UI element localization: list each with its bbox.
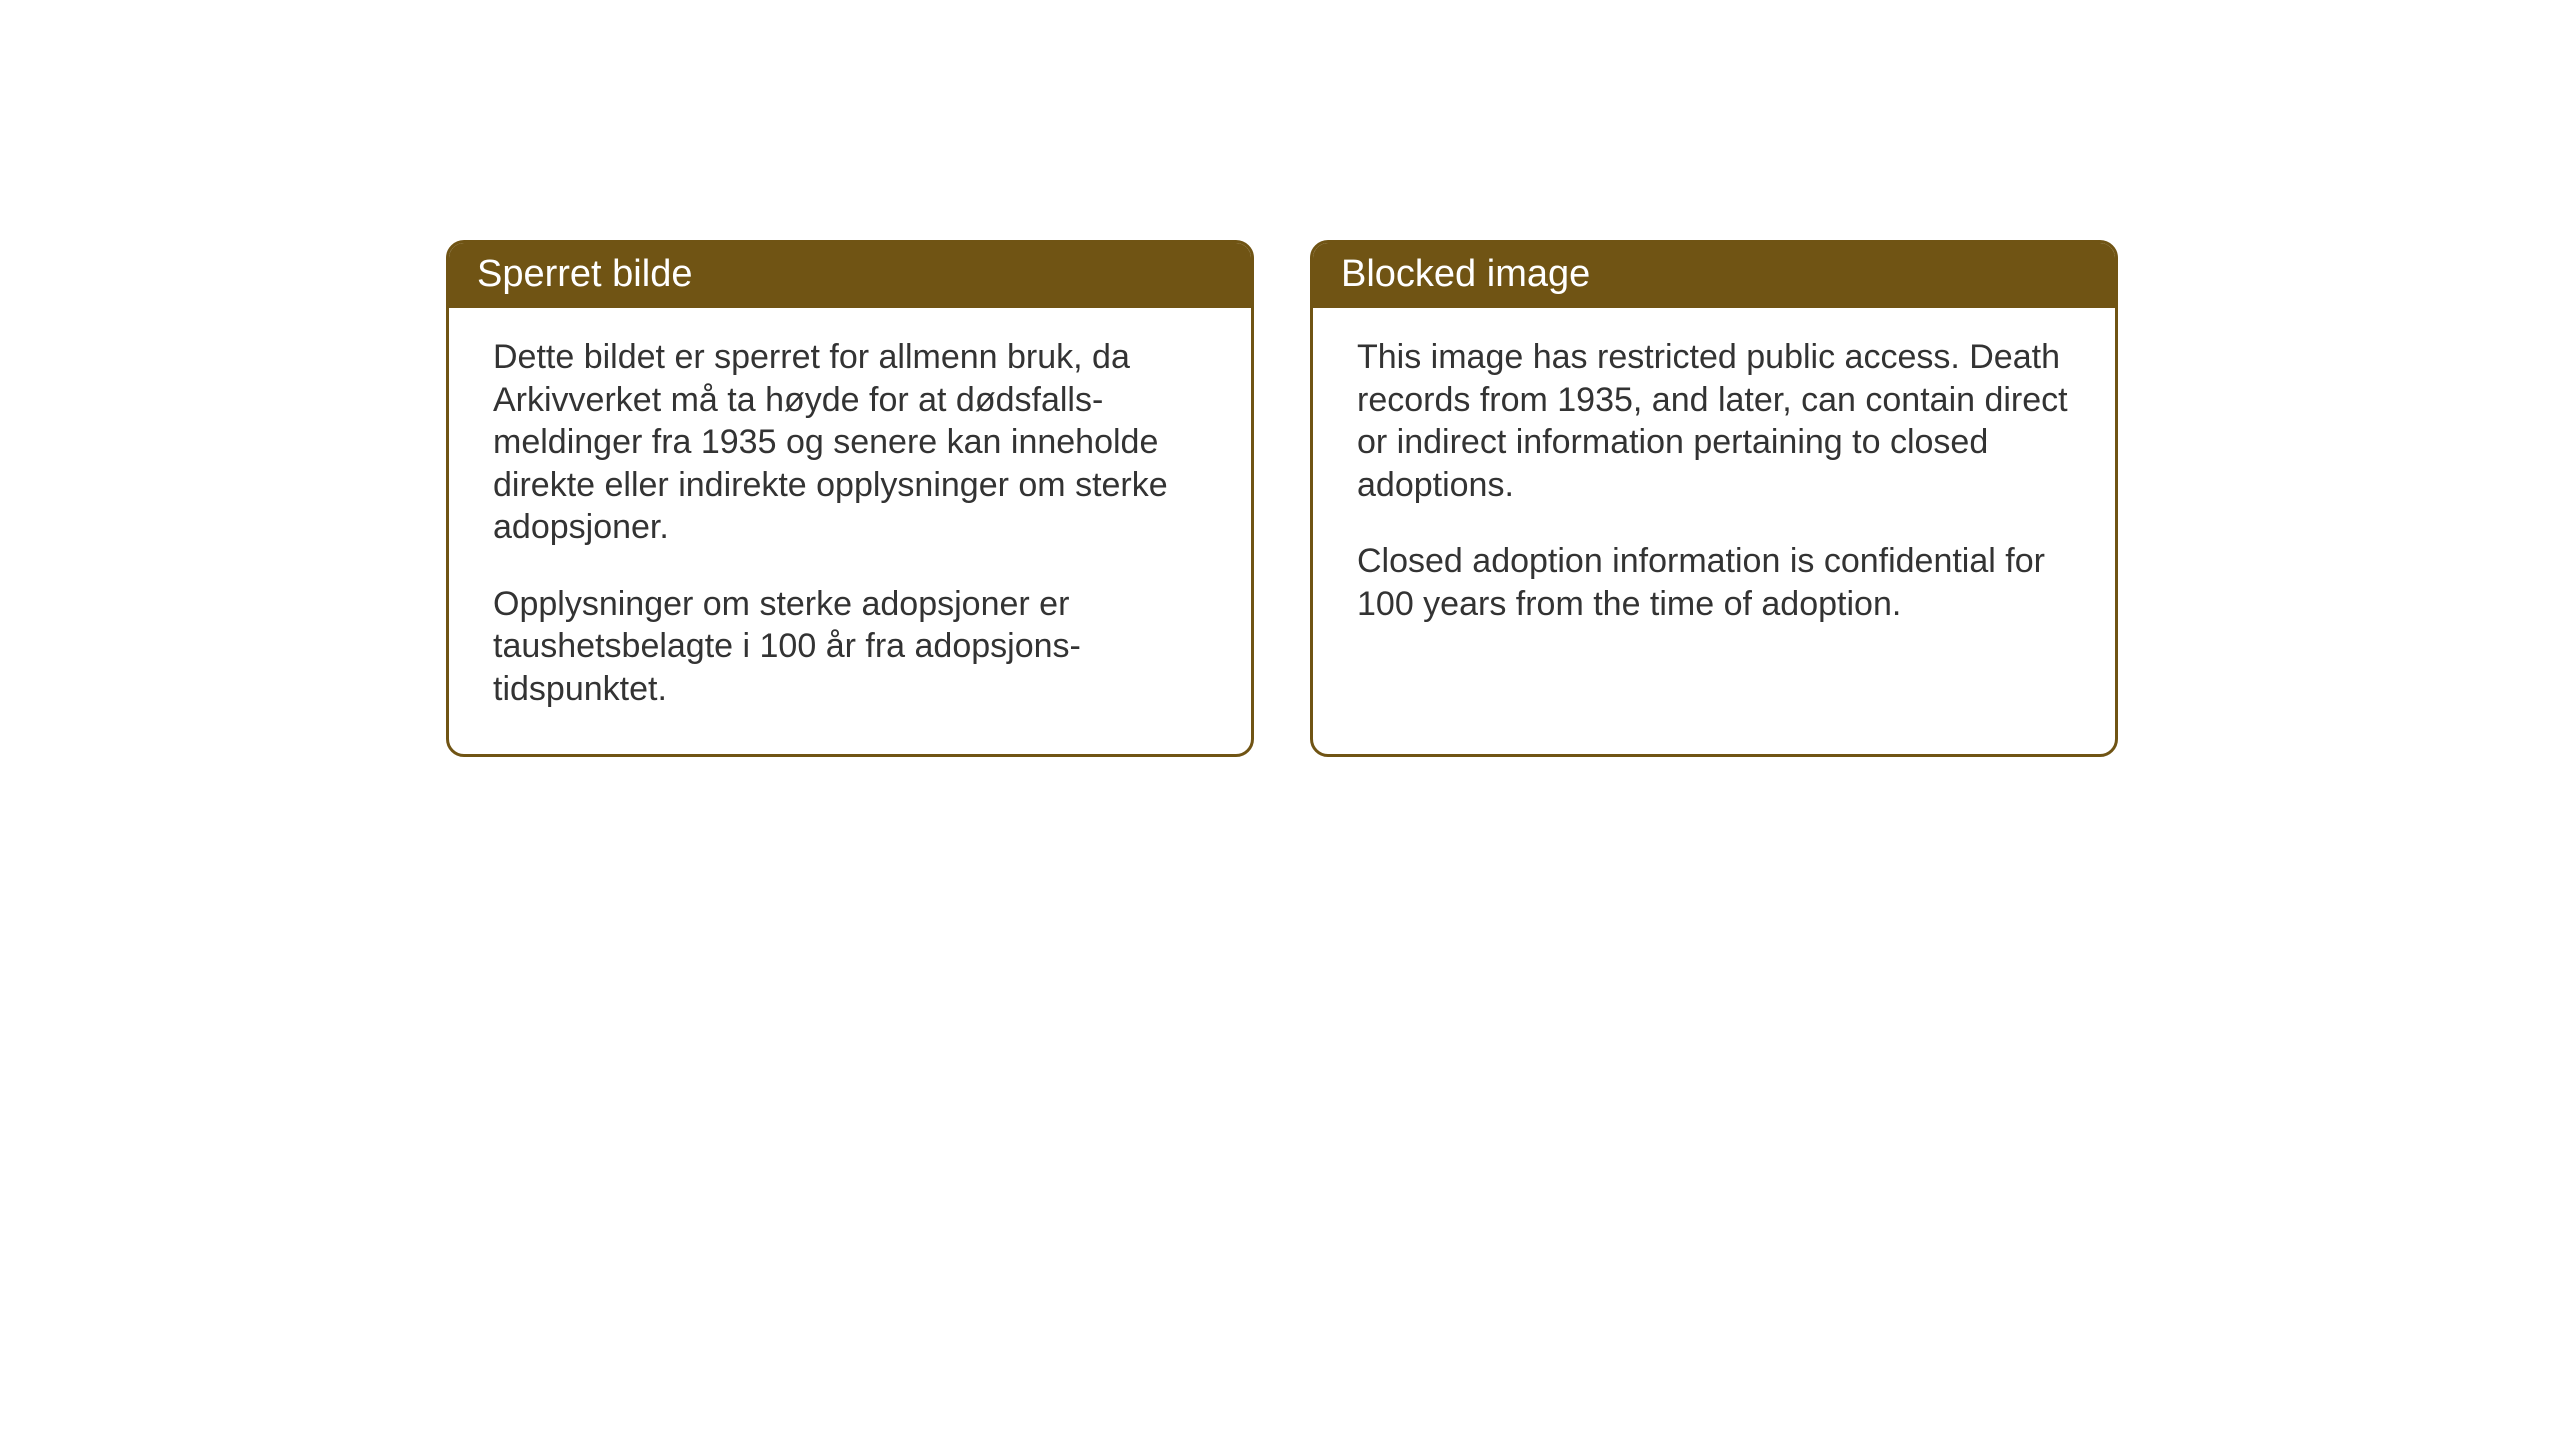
notice-card-norwegian: Sperret bilde Dette bildet er sperret fo…: [446, 240, 1254, 757]
card-body-english: This image has restricted public access.…: [1313, 308, 2115, 754]
paragraph-1-norwegian: Dette bildet er sperret for allmenn bruk…: [493, 336, 1207, 549]
paragraph-2-norwegian: Opplysninger om sterke adopsjoner er tau…: [493, 583, 1207, 711]
card-header-norwegian: Sperret bilde: [449, 243, 1251, 308]
notice-card-english: Blocked image This image has restricted …: [1310, 240, 2118, 757]
paragraph-2-english: Closed adoption information is confident…: [1357, 540, 2071, 625]
notice-container: Sperret bilde Dette bildet er sperret fo…: [0, 0, 2560, 757]
card-header-english: Blocked image: [1313, 243, 2115, 308]
paragraph-1-english: This image has restricted public access.…: [1357, 336, 2071, 506]
card-body-norwegian: Dette bildet er sperret for allmenn bruk…: [449, 308, 1251, 754]
